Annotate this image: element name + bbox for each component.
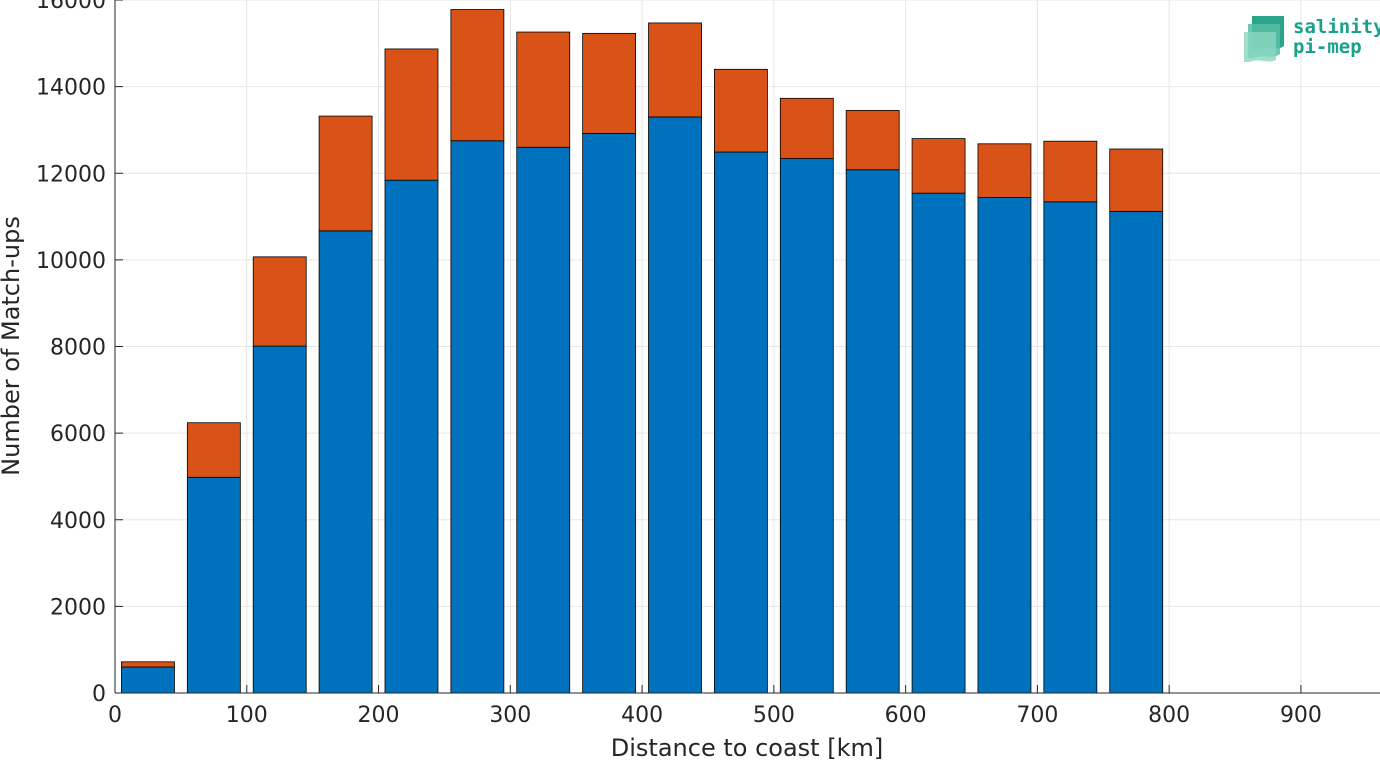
x-tick-label: 900 [1280,703,1322,728]
bar-segment-series-2 [1043,140,1098,203]
bar-segment-series-2 [186,422,241,478]
x-tick-label: 300 [489,703,531,728]
logo-text-pi-mep: pi-mep [1293,36,1362,58]
bar-segment-series-1 [1109,210,1164,694]
bar-segment-series-1 [911,192,966,694]
y-tick-label: 6000 [50,422,106,447]
axes [114,0,1380,694]
bar-segment-series-1 [252,345,307,694]
wave-layers-icon [1244,16,1284,62]
bar-segment-series-2 [779,97,834,159]
x-tick-label: 800 [1148,703,1190,728]
x-tick-label: 700 [1016,703,1058,728]
x-tick-labels: 0 100 200 300 400 500 600 700 800 900 [108,703,1322,728]
bar-segment-series-1 [779,158,834,694]
y-tick-label: 8000 [50,336,106,361]
bar-segment-series-2 [1109,148,1164,212]
bar-segment-series-1 [121,666,175,694]
bar-segment-series-2 [911,138,966,194]
y-tick-label: 4000 [50,509,106,534]
bar-segment-series-1 [186,476,241,694]
bar-segment-series-2 [648,22,702,118]
bar-segment-series-2 [582,32,637,134]
bar-segment-series-2 [252,256,307,347]
bar-segment-series-2 [977,143,1032,198]
bar-segment-series-2 [121,661,175,668]
bar-segment-series-1 [845,169,900,694]
bar-segment-series-2 [450,9,505,142]
logo-text-salinity: salinity [1293,16,1380,38]
bar-segment-series-1 [384,179,439,694]
y-axis-label: Number of Match-ups [0,216,25,476]
x-axis-label: Distance to coast [km] [611,734,883,761]
bar-segment-series-1 [714,151,768,694]
bar-segment-series-1 [516,146,571,694]
bar-segment-series-2 [845,110,900,171]
y-tick-label: 0 [92,682,106,707]
bar-segment-series-1 [450,140,505,694]
bar-segment-series-2 [516,31,571,148]
y-tick-labels: 0 2000 4000 6000 8000 10000 12000 14000 16000 [36,0,106,707]
x-tick-label: 200 [358,703,400,728]
bar-segment-series-1 [318,230,373,694]
x-tick-label: 600 [885,703,927,728]
bars [121,9,1164,694]
y-tick-label: 12000 [36,162,106,187]
y-tick-label: 2000 [50,595,106,620]
y-tick-label: 14000 [36,76,106,101]
x-tick-label: 0 [108,703,122,728]
salinity-pi-mep-logo: salinity pi-mep [1244,16,1380,62]
bar-segment-series-2 [318,115,373,232]
y-tick-label: 10000 [36,249,106,274]
x-tick-label: 100 [226,703,268,728]
bar-segment-series-1 [1043,201,1098,694]
y-tick-label: 16000 [36,0,106,14]
bar-segment-series-1 [977,197,1032,694]
bar-segment-series-1 [582,133,637,694]
bar-segment-series-2 [714,68,768,153]
bar-segment-series-2 [384,48,439,181]
x-tick-label: 400 [621,703,663,728]
bar-segment-series-1 [648,116,702,694]
x-tick-label: 500 [753,703,795,728]
